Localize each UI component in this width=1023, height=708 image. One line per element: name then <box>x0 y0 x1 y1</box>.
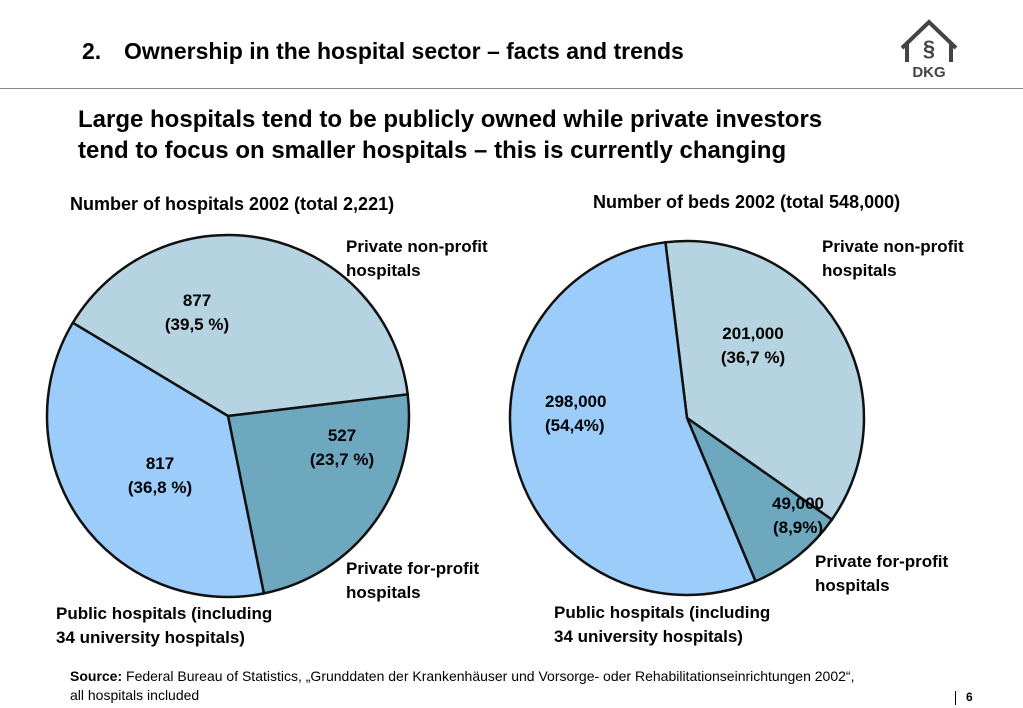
source-note: Source: Federal Bureau of Statistics, „G… <box>70 667 854 705</box>
chart-2-category-private-for-profit: Private for-profit hospitals <box>815 550 948 598</box>
chart-1-title: Number of hospitals 2002 (total 2,221) <box>70 194 395 214</box>
slide-title: 2. Ownership in the hospital sector – fac… <box>82 38 684 65</box>
chart-2-percent-private-non-profit: (36,7 %) <box>720 348 786 367</box>
chart-2-category-private-non-profit-line-2: hospitals <box>822 261 897 280</box>
chart-1-value-private-for-profit: 527 <box>327 426 357 445</box>
chart-2-value-public: 298,000 <box>545 392 607 411</box>
chart-1-slice-label-public: 817 (36,8 %) <box>110 452 210 500</box>
slide-number: 2. <box>82 38 102 64</box>
chart-2-category-public-line-1: Public hospitals (including <box>554 603 771 622</box>
chart-2-title: Number of beds 2002 (total 548,000) <box>593 192 901 212</box>
chart-1-value-private-non-profit: 877 <box>182 291 212 310</box>
headline: Large hospitals tend to be publicly owne… <box>78 104 978 166</box>
chart-2-slice-label-public: 298,000 (54,4%) <box>545 390 635 438</box>
source-text: Federal Bureau of Statistics, „Grunddate… <box>122 668 855 684</box>
chart-2-percent-private-for-profit: (8,9%) <box>772 518 824 537</box>
chart-2-category-private-for-profit-line-2: hospitals <box>815 576 890 595</box>
chart-2-value-private-non-profit: 201,000 <box>722 324 784 343</box>
chart-2-slice-private-non-profit <box>664 239 866 522</box>
chart-1-slice-label-private-non-profit: 877 (39,5 %) <box>157 289 237 337</box>
chart-1-category-private-non-profit: Private non-profit hospitals <box>346 235 488 283</box>
chart-1-category-private-for-profit: Private for-profit hospitals <box>346 557 479 605</box>
headline-line-1: Large hospitals tend to be publicly owne… <box>78 106 823 133</box>
chart-2-slice-public <box>508 240 758 597</box>
slide-title-text: Ownership in the hospital sector – facts… <box>124 38 684 64</box>
chart-1-category-private-for-profit-line-1: Private for-profit <box>346 559 480 578</box>
chart-2-slice-label-private-for-profit: 49,000 (8,9%) <box>748 492 848 540</box>
chart-2-category-public: Public hospitals (including 34 universit… <box>554 601 770 649</box>
chart-1-category-public-line-2: 34 university hospitals) <box>56 628 245 647</box>
logo-text: DKG <box>912 64 945 80</box>
chart-1-slice-private-non-profit <box>71 233 410 418</box>
headline-line-2: tend to focus on smaller hospitals – thi… <box>78 137 787 164</box>
page-separator <box>955 691 956 705</box>
chart-1-slice-label-private-for-profit: 527 (23,7 %) <box>292 424 392 472</box>
dkg-logo: § DKG <box>900 19 958 80</box>
chart-1-percent-public: (36,8 %) <box>127 478 193 497</box>
chart-1-value-public: 817 <box>145 454 175 473</box>
chart-1-slice-private-for-profit <box>226 393 411 595</box>
chart-2-slice-private-for-profit <box>684 414 834 583</box>
chart-1-category-public: Public hospitals (including 34 universit… <box>56 602 272 650</box>
chart-2-value-private-for-profit: 49,000 <box>772 494 824 513</box>
chart-1-category-private-non-profit-line-2: hospitals <box>346 261 421 280</box>
chart-1-slice-public <box>45 321 266 599</box>
chart-1-percent-private-for-profit: (23,7 %) <box>309 450 375 469</box>
chart-2-category-private-non-profit-line-1: Private non-profit <box>822 237 964 256</box>
chart-2-category-private-for-profit-line-1: Private for-profit <box>815 552 949 571</box>
source-text-line-2: all hospitals included <box>70 687 200 703</box>
chart-2-percent-public: (54,4%) <box>545 416 605 435</box>
source-label: Source: <box>70 668 123 684</box>
chart-1-category-private-for-profit-line-2: hospitals <box>346 583 421 602</box>
chart-1-category-public-line-1: Public hospitals (including <box>56 604 273 623</box>
chart-2-category-private-non-profit: Private non-profit hospitals <box>822 235 964 283</box>
chart-1-percent-private-non-profit: (39,5 %) <box>164 315 230 334</box>
chart-1-category-private-non-profit-line-1: Private non-profit <box>346 237 488 256</box>
page-number: 6 <box>966 690 973 704</box>
chart-2-slice-label-private-non-profit: 201,000 (36,7 %) <box>703 322 803 370</box>
svg-text:§: § <box>923 36 935 61</box>
title-divider <box>0 88 1023 89</box>
chart-2-category-public-line-2: 34 university hospitals) <box>554 627 743 646</box>
